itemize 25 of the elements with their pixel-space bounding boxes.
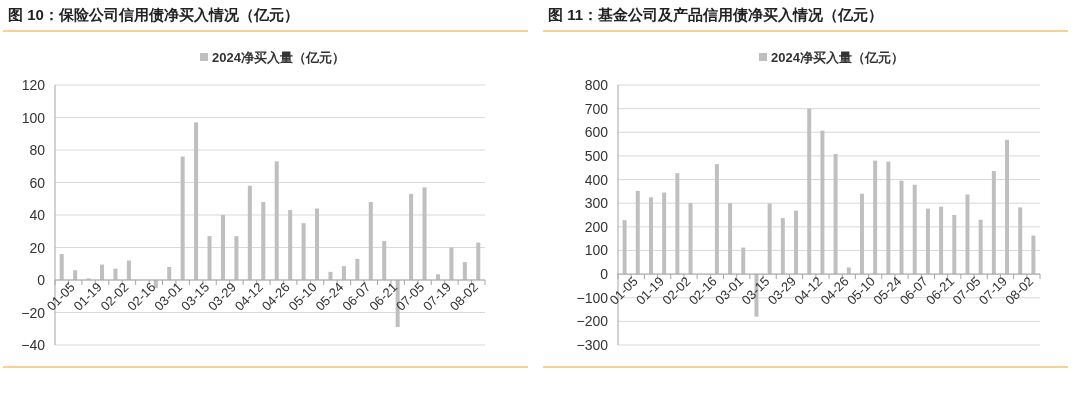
y-tick-label: −20 bbox=[21, 304, 46, 321]
y-tick-label: 40 bbox=[29, 207, 46, 223]
legend-label: 2024净买入量（亿元） bbox=[212, 50, 345, 65]
y-tick-label: −200 bbox=[576, 313, 609, 330]
y-tick-label: 20 bbox=[29, 239, 46, 256]
y-tick-label: 60 bbox=[29, 174, 46, 191]
y-tick-label: 0 bbox=[600, 266, 609, 283]
y-tick-label: −40 bbox=[21, 337, 46, 353]
y-tick-label: 0 bbox=[37, 272, 46, 288]
chart-title: 图 11：基金公司及产品信用债净买入情况（亿元） bbox=[548, 6, 884, 23]
legend-label: 2024净买入量（亿元） bbox=[771, 50, 904, 65]
y-tick-label: 600 bbox=[584, 124, 609, 141]
y-tick-label: 120 bbox=[21, 77, 46, 93]
y-tick-label: 800 bbox=[584, 77, 609, 93]
y-tick-label: 80 bbox=[29, 142, 46, 158]
y-tick-label: 100 bbox=[21, 109, 46, 126]
y-tick-label: 100 bbox=[584, 242, 609, 259]
y-tick-label: 300 bbox=[584, 195, 609, 212]
y-tick-label: 400 bbox=[584, 171, 609, 188]
y-tick-label: −300 bbox=[576, 337, 609, 353]
chart-title: 图 10：保险公司信用债净买入情况（亿元） bbox=[8, 6, 299, 23]
y-tick-label: 700 bbox=[584, 100, 609, 117]
y-tick-label: −100 bbox=[576, 289, 609, 306]
y-tick-label: 200 bbox=[584, 218, 609, 235]
y-tick-label: 500 bbox=[584, 147, 609, 164]
